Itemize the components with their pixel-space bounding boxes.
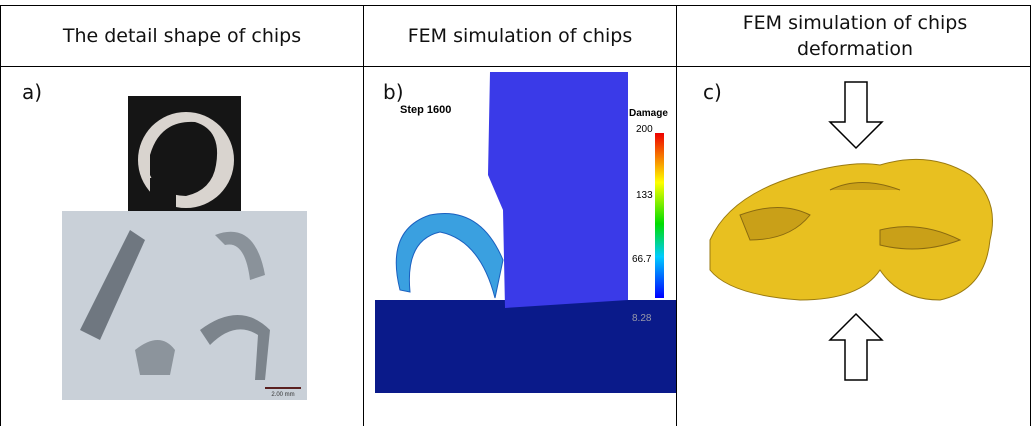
header-cell: The detail shape of chips	[1, 6, 363, 66]
arrow-up	[830, 314, 882, 380]
legend-tick: 133	[636, 190, 653, 201]
legend-tick: 8.28	[632, 313, 652, 324]
legend-tick: 66.7	[632, 254, 652, 265]
chip-gap	[150, 178, 176, 208]
legend-tick: 200	[636, 124, 653, 135]
header-cell: FEM simulation of chips deformation	[720, 6, 990, 66]
workpiece	[375, 300, 676, 393]
scale-bar	[265, 387, 301, 389]
table-figure: 2.00 mm Step 1600 Damage 200 133 66.7 8.…	[0, 0, 1033, 426]
step-label: Step 1600	[400, 104, 451, 116]
legend-bar	[655, 133, 664, 298]
header-cell: FEM simulation of chips	[364, 6, 676, 66]
panel-label: b)	[383, 80, 404, 104]
panel-label: a)	[22, 80, 42, 104]
tool	[488, 72, 628, 308]
chip-sim	[396, 213, 503, 298]
legend-title: Damage	[629, 108, 668, 119]
arrow-down	[830, 82, 882, 148]
scale-label: 2.00 mm	[271, 392, 294, 398]
panel-label: c)	[703, 80, 722, 104]
